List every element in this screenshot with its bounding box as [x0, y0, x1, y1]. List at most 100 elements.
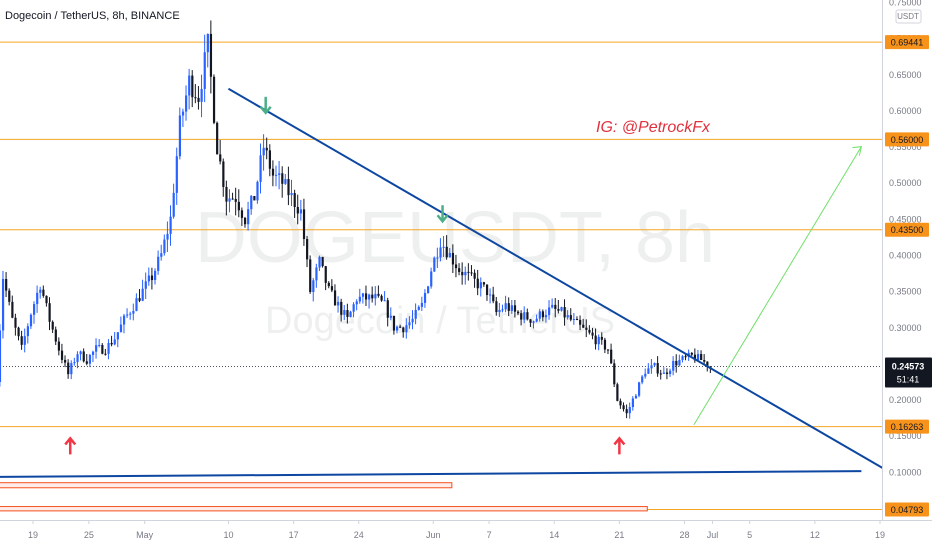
candle-body: [414, 309, 417, 319]
candle-body: [504, 303, 507, 310]
level-label: 0.16263: [891, 422, 924, 432]
candle-body: [408, 322, 411, 326]
level-label: 0.69441: [891, 38, 924, 48]
x-tick-label: 17: [289, 530, 299, 540]
candle-body: [364, 293, 368, 300]
candle-body: [538, 311, 541, 319]
x-tick-label: Jul: [707, 530, 719, 540]
time-axis[interactable]: [0, 520, 932, 550]
candle-body: [247, 209, 250, 225]
candle-body: [551, 304, 554, 308]
candle-body: [116, 332, 119, 340]
candle-body: [79, 351, 82, 355]
candle-body: [163, 239, 166, 254]
candle-body: [622, 405, 625, 410]
candle-body: [194, 97, 197, 99]
candle-body: [476, 278, 479, 289]
candle-body: [82, 351, 85, 362]
candle-body: [39, 289, 42, 293]
candle-body: [243, 217, 247, 225]
candle-body: [293, 193, 296, 208]
candle-body: [315, 267, 318, 281]
candle-body: [594, 335, 597, 345]
candle-body: [510, 305, 513, 311]
candle-body: [36, 292, 39, 305]
candle-body: [312, 280, 315, 292]
y-tick-label: 0.75000: [889, 0, 922, 8]
sell-arrow-head: [259, 106, 272, 115]
candle-body: [383, 300, 386, 302]
current-price-label: 0.24573: [892, 362, 925, 372]
descending-trendline: [227, 87, 890, 473]
watermark-name: Dogecoin / TetherUS: [265, 300, 615, 342]
candle-body: [91, 351, 95, 355]
candle-body: [659, 373, 662, 375]
candle-body: [610, 349, 613, 364]
candle-body: [374, 293, 377, 299]
candle-body: [0, 330, 2, 383]
candle-body: [33, 304, 36, 315]
candle-body: [253, 196, 256, 201]
candle-body: [470, 272, 473, 274]
candle-body: [219, 154, 222, 162]
level-label-bg: [885, 132, 929, 147]
y-tick-label: 0.35000: [889, 287, 922, 297]
candle-body: [411, 318, 414, 323]
candle-body: [402, 327, 405, 333]
candle-body: [321, 256, 324, 267]
y-tick-label: 0.65000: [889, 70, 922, 80]
candle-body: [485, 284, 489, 295]
candle-body: [396, 326, 399, 331]
x-tick-label: 14: [549, 530, 559, 540]
candle-body: [492, 294, 495, 302]
candle-body: [501, 309, 504, 311]
candle-body: [566, 315, 569, 318]
candle-body: [641, 376, 644, 383]
candle-body: [216, 122, 219, 155]
candle-body: [42, 289, 45, 296]
y-tick-label: 0.10000: [889, 467, 922, 477]
candle-body: [122, 315, 126, 325]
candle-body: [436, 257, 439, 259]
y-tick-label: 0.55000: [889, 142, 922, 152]
candle-body: [172, 192, 175, 217]
candle-body: [517, 311, 520, 314]
candle-body: [703, 360, 706, 362]
candle-body: [544, 315, 548, 318]
candle-body: [346, 310, 349, 317]
zone-box: [0, 506, 648, 512]
candle-body: [302, 209, 306, 240]
candle-body: [650, 365, 653, 369]
candle-body: [380, 295, 383, 301]
candle-body: [175, 156, 178, 193]
candle-body: [259, 155, 262, 182]
candle-body: [445, 246, 448, 258]
candle-body: [1, 278, 5, 331]
candle-body: [60, 350, 64, 360]
projection-line: [693, 146, 862, 426]
buy-arrow-head: [613, 436, 626, 446]
candle-body: [700, 354, 703, 361]
candle-body: [405, 325, 408, 333]
candle-body: [638, 382, 641, 396]
candle-body: [557, 308, 560, 311]
candle-body: [57, 341, 61, 351]
candle-body: [389, 315, 392, 318]
candle-body: [268, 150, 271, 169]
level-label-bg: [885, 419, 929, 434]
candle-body: [665, 372, 669, 375]
candle-body: [696, 354, 700, 361]
candle-body: [563, 307, 566, 318]
candle-body: [20, 336, 23, 345]
candle-body: [29, 314, 33, 327]
candle-body: [526, 312, 529, 320]
candle-body: [110, 342, 113, 345]
candle-body: [265, 147, 268, 151]
candle-body: [169, 216, 172, 234]
currency-box: [895, 9, 922, 24]
candle-body: [160, 253, 163, 257]
candle-body: [287, 179, 290, 196]
candle-body: [675, 360, 678, 366]
candle-body: [489, 294, 492, 296]
